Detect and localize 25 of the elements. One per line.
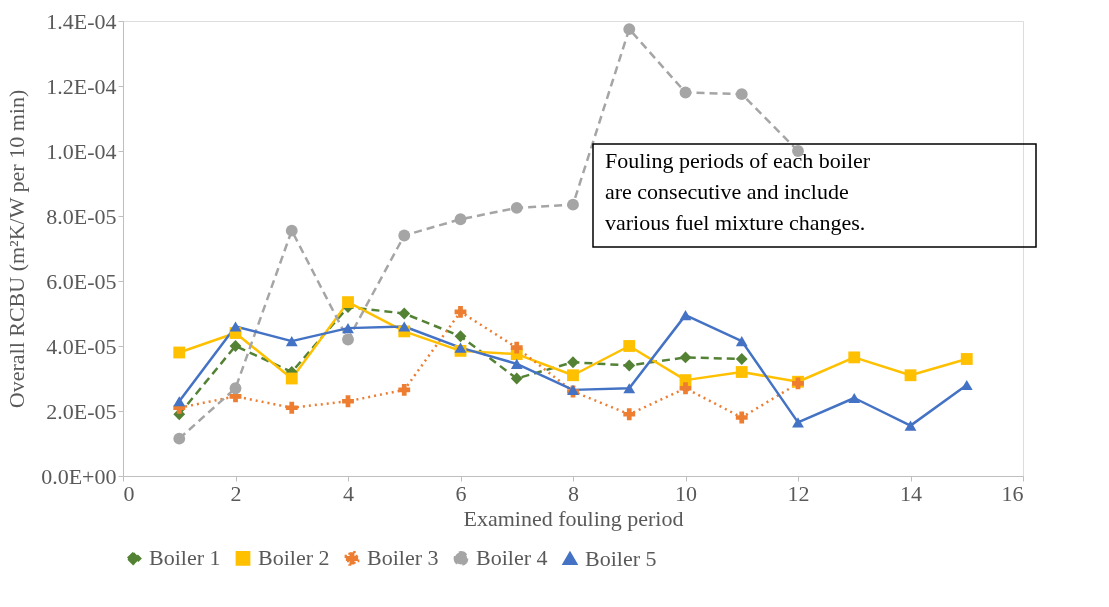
x-tick-label: 16 [1001,480,1024,506]
x-tick-label: 12 [787,480,810,506]
legend-label: Boiler 2 [258,545,330,571]
legend-label: Boiler 5 [585,545,657,571]
y-tick-label: 6.0E-05 [46,268,117,294]
x-axis-title: Examined fouling period [463,505,684,531]
x-tick-label: 10 [675,480,697,506]
y-tick-label: 1.0E-04 [46,138,117,164]
y-axis-title: Overall RCBU (m²K/W per 10 min) [4,89,30,409]
y-tick-label: 4.0E-05 [46,333,117,359]
legend-label: Boiler 1 [149,545,221,571]
x-tick-label: 14 [900,480,922,506]
y-tick-label: 8.0E-05 [46,203,117,229]
legend-label: Boiler 4 [476,545,548,571]
y-tick-label: 1.2E-04 [46,73,117,99]
x-tick-label: 8 [568,480,579,506]
x-tick-label: 6 [455,480,467,506]
x-tick-label: 0 [123,480,135,506]
x-tick-label: 4 [343,480,354,506]
y-tick-label: 1.4E-04 [46,8,117,34]
y-tick-label: 2.0E-05 [46,398,117,424]
annotation: Fouling periods of each boiler are consecutive and include various fuel mixture changes. [605,148,871,235]
legend-label: Boiler 3 [367,545,439,571]
y-tick-label: 0.0E+00 [41,463,117,489]
x-tick-label: 2 [230,480,242,506]
